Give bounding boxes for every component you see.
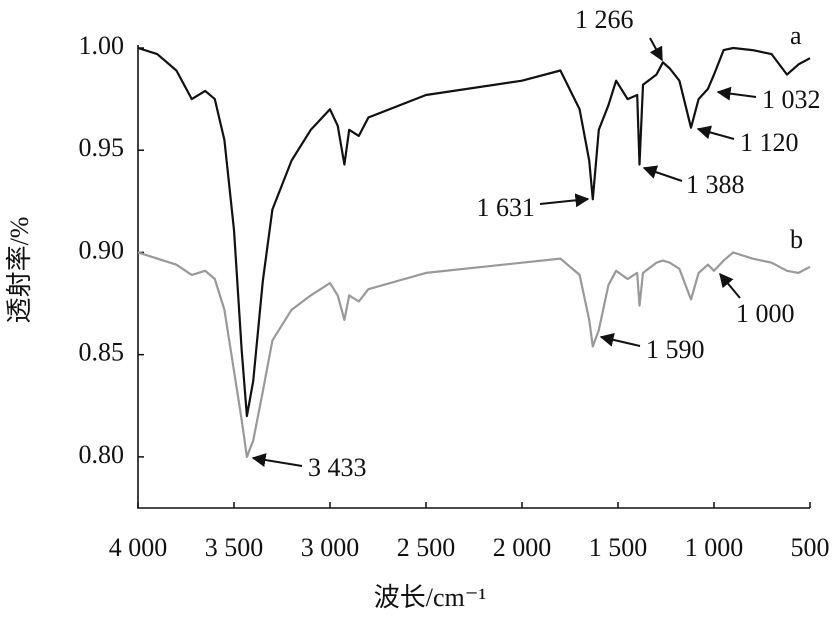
- x-tick-label: 2 500: [397, 533, 456, 562]
- annotation: 1 388: [686, 170, 745, 199]
- annotation: 3 433: [308, 453, 367, 482]
- y-tick-label: 0.90: [79, 235, 125, 264]
- annotation: 1 032: [762, 85, 821, 114]
- annotation-arrow: [251, 453, 303, 467]
- y-tick-label: 0.85: [79, 338, 125, 367]
- annotation-arrow: [719, 272, 741, 299]
- x-axis-label: 波长/cm⁻¹: [374, 583, 487, 612]
- y-tick-label: 1.00: [79, 31, 125, 60]
- x-tick-label: 2 000: [493, 533, 552, 562]
- y-tick-label: 0.80: [79, 440, 125, 469]
- x-tick-label: 500: [791, 533, 830, 562]
- series-line: [137, 46, 811, 418]
- x-tick-label: 3 000: [301, 533, 360, 562]
- series-label: a: [790, 21, 802, 50]
- series-label: b: [790, 225, 803, 254]
- y-tick-label: 0.95: [79, 133, 125, 162]
- annotation-arrow: [539, 193, 590, 208]
- annotation: 1 000: [736, 299, 795, 328]
- annotation-arrow: [642, 165, 683, 182]
- x-tick-label: 1 000: [685, 533, 744, 562]
- annotation-arrow: [649, 37, 663, 62]
- annotation-arrow: [696, 125, 735, 140]
- series-line: [137, 251, 811, 458]
- y-axis-label: 透射率/%: [5, 217, 34, 324]
- x-tick-label: 1 500: [589, 533, 648, 562]
- x-tick-label: 3 500: [205, 533, 264, 562]
- annotation: 1 266: [575, 5, 634, 34]
- axes: [137, 45, 810, 509]
- annotation-arrow: [599, 333, 641, 347]
- annotation-arrow: [716, 86, 757, 101]
- x-tick-label: 4 000: [109, 533, 168, 562]
- annotation: 1 590: [646, 335, 705, 364]
- annotation: 1 631: [477, 193, 536, 222]
- annotation: 1 120: [740, 128, 799, 157]
